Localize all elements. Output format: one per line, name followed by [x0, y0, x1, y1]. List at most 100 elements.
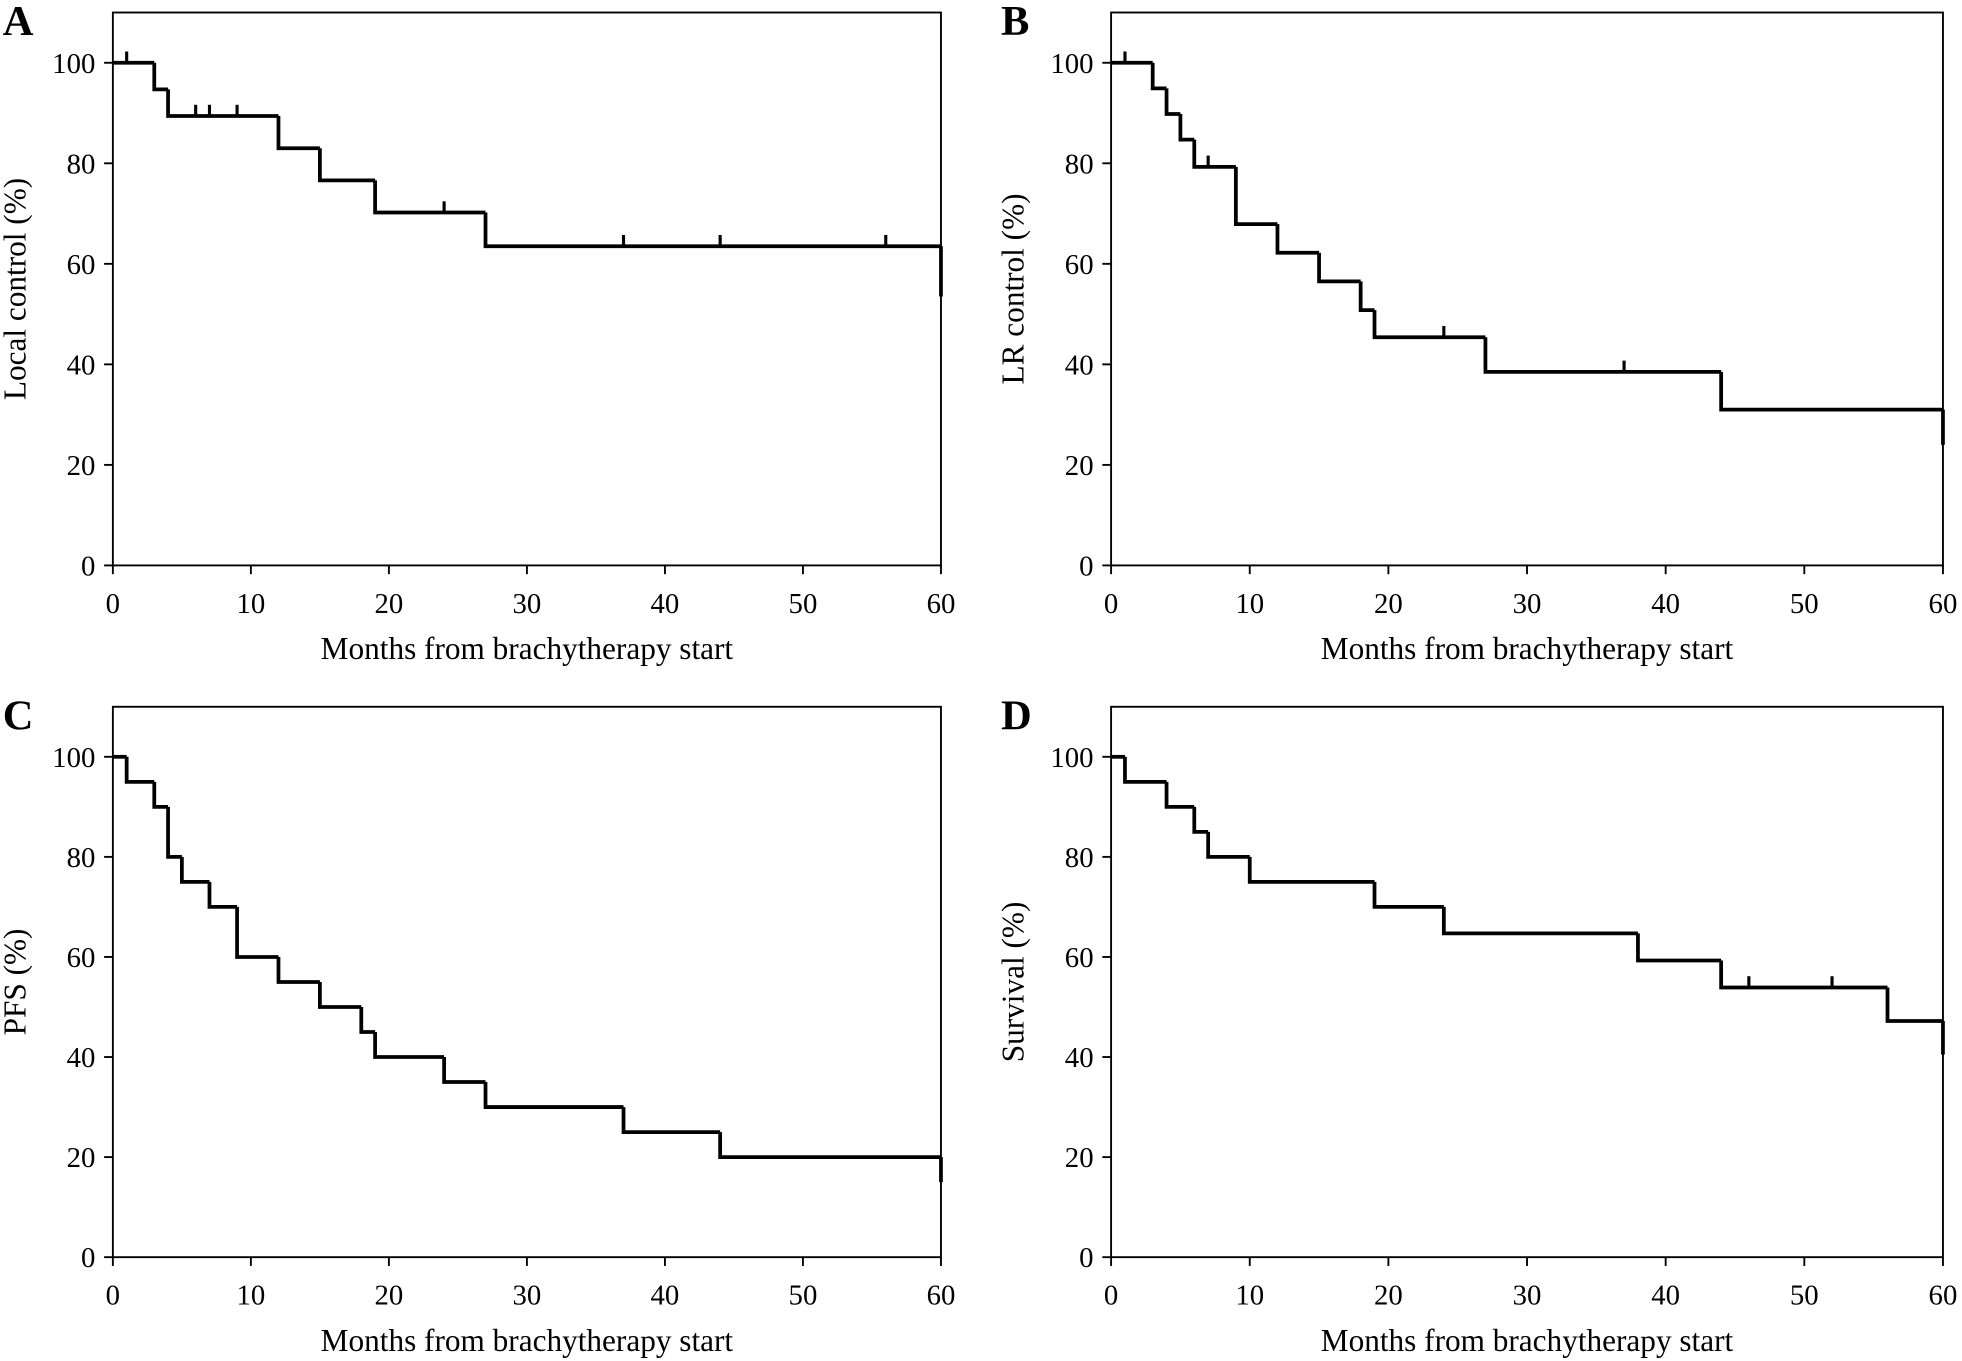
y-tick-label: 40	[67, 349, 96, 381]
survival-step	[483, 1082, 624, 1109]
x-tick-label: 60	[1929, 588, 1958, 620]
survival-step	[1233, 166, 1278, 226]
y-tick-label: 20	[67, 450, 96, 482]
y-tick-label: 60	[67, 249, 96, 281]
survival-step	[124, 756, 155, 784]
panel-label: B	[1001, 0, 1029, 45]
y-tick-label: 40	[1065, 1042, 1094, 1074]
x-axis-label: Months from brachytherapy start	[321, 1323, 734, 1358]
panel-label: C	[3, 692, 34, 739]
survival-step	[1317, 252, 1361, 284]
survival-step	[1247, 856, 1375, 884]
y-tick-label: 40	[67, 1042, 96, 1074]
x-tick-label: 50	[1790, 588, 1819, 620]
y-tick-label: 100	[52, 48, 95, 80]
y-tick-label: 0	[81, 1242, 95, 1274]
y-tick-label: 0	[81, 550, 95, 582]
y-tick-label: 40	[1065, 349, 1094, 381]
plot-frame	[1110, 11, 1944, 567]
survival-step	[1719, 371, 1943, 412]
survival-step	[1636, 933, 1722, 963]
survival-step	[1192, 806, 1209, 834]
x-tick-label: 60	[927, 588, 956, 620]
x-axis-label: Months from brachytherapy start	[321, 631, 734, 666]
x-tick-label: 0	[106, 1280, 120, 1312]
x-tick-label: 0	[106, 588, 120, 620]
survival-step	[166, 806, 182, 859]
x-tick-label: 30	[1513, 1280, 1542, 1312]
survival-step	[1192, 139, 1236, 169]
survival-step	[1885, 987, 1943, 1023]
y-tick-label: 0	[1079, 550, 1093, 582]
x-tick-label: 40	[651, 1280, 680, 1312]
x-tick-label: 60	[927, 1280, 956, 1312]
survival-step	[179, 856, 210, 884]
survival-step	[1164, 781, 1195, 809]
survival-step	[207, 881, 238, 909]
y-tick-label: 100	[1050, 48, 1093, 80]
y-tick-label: 20	[1065, 450, 1094, 482]
x-tick-label: 60	[1929, 1280, 1958, 1312]
survival-step	[318, 148, 376, 183]
panel: D 0 10 20 30 40 50 60 0 20 40 60 80 100 Months from br…	[996, 692, 1958, 1358]
y-tick-label: 80	[1065, 148, 1094, 180]
y-tick-label: 80	[1065, 842, 1094, 874]
survival-step	[1372, 881, 1444, 909]
survival-step	[1123, 756, 1167, 784]
panel: C 0 10 20 30 40 50 60 0 20 40 60 80 100 Months from br…	[0, 692, 955, 1358]
survival-step	[1164, 88, 1181, 116]
y-tick-label: 60	[67, 942, 96, 974]
survival-step	[1178, 114, 1195, 142]
survival-step	[442, 1057, 486, 1084]
survival-step	[276, 956, 320, 984]
x-tick-label: 50	[789, 588, 818, 620]
x-tick-label: 20	[375, 1280, 404, 1312]
x-tick-label: 20	[1374, 1280, 1403, 1312]
survival-step	[1358, 281, 1375, 312]
panel-label: A	[3, 0, 34, 45]
plot-frame	[111, 11, 942, 567]
survival-step	[1275, 224, 1320, 255]
x-tick-label: 10	[236, 588, 265, 620]
survival-step	[1206, 831, 1250, 859]
survival-step	[621, 1107, 721, 1134]
x-tick-label: 0	[1104, 1280, 1118, 1312]
survival-step	[718, 1132, 941, 1159]
x-tick-label: 10	[1235, 588, 1264, 620]
x-axis-label: Months from brachytherapy start	[1321, 1323, 1734, 1358]
y-tick-label: 100	[52, 742, 95, 774]
x-tick-label: 20	[1374, 588, 1403, 620]
panel: B 0 10 20 30 40 50 60 0 20 40 60 80 100 Months from br…	[996, 0, 1958, 666]
y-tick-label: 20	[67, 1142, 96, 1174]
survival-step	[373, 1032, 445, 1059]
survival-step	[1441, 906, 1638, 936]
survival-step	[235, 906, 279, 959]
x-tick-label: 10	[1235, 1280, 1264, 1312]
x-tick-label: 20	[375, 588, 404, 620]
y-axis-label: PFS (%)	[0, 929, 32, 1036]
y-axis-label: LR control (%)	[996, 193, 1031, 384]
y-tick-label: 60	[1065, 942, 1094, 974]
y-tick-label: 80	[67, 148, 96, 180]
survival-step	[1372, 310, 1486, 340]
survival-step	[483, 212, 941, 249]
x-tick-label: 10	[236, 1280, 265, 1312]
survival-step	[1719, 960, 1888, 990]
x-tick-label: 40	[1651, 1280, 1680, 1312]
y-axis-label: Survival (%)	[996, 902, 1031, 1063]
survival-step	[373, 180, 486, 215]
x-tick-label: 30	[1513, 588, 1542, 620]
panel: A 0 10 20 30 40 50 60 0 20 40 60 80 100 Months from br…	[0, 0, 955, 666]
panel-label: D	[1001, 692, 1032, 739]
y-tick-label: 0	[1079, 1242, 1093, 1274]
y-axis-label: Local control (%)	[0, 178, 32, 400]
x-tick-label: 40	[1651, 588, 1680, 620]
y-tick-label: 20	[1065, 1142, 1094, 1174]
survival-step	[1150, 62, 1167, 91]
y-tick-label: 60	[1065, 249, 1094, 281]
y-tick-label: 80	[67, 842, 96, 874]
x-tick-label: 30	[513, 1280, 542, 1312]
survival-step	[276, 116, 320, 151]
